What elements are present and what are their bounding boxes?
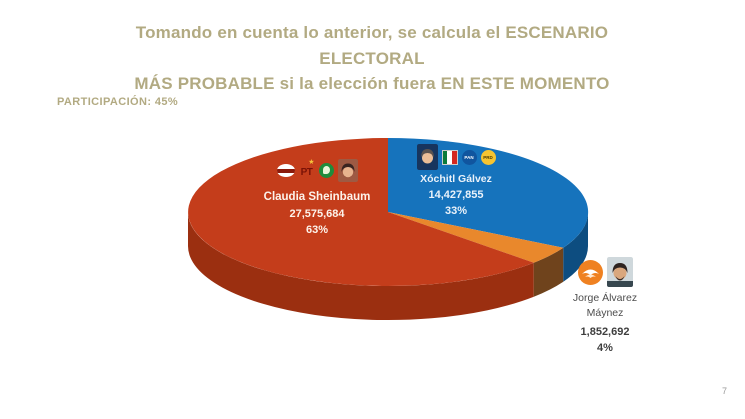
maynez-votes: 1,852,692 <box>580 326 630 339</box>
galvez-name: Xóchitl Gálvez <box>420 173 492 185</box>
pie-slice-maynez <box>388 212 564 263</box>
prd-logo-icon: PRD <box>480 149 496 165</box>
galvez-photo <box>416 144 438 170</box>
label-sheinbaum: ★ PT Claudia Sheinbaum 27,575,684 63% <box>243 159 391 236</box>
pan-logo-icon: PAN <box>461 149 477 165</box>
maynez-percent: 4% <box>597 342 613 355</box>
mc-eagle-logo-icon <box>577 259 603 285</box>
pie-slice-sheinbaum <box>188 138 534 286</box>
pie-slice-sheinbaum-side <box>187 212 534 321</box>
galvez-party-logos: PAN PRD <box>392 144 520 170</box>
pri-logo-icon <box>441 149 458 165</box>
morena-band <box>276 169 295 173</box>
galvez-percent: 33% <box>444 205 468 217</box>
sheinbaum-photo <box>337 159 358 182</box>
maynez-name: Jorge Álvarez Máynez <box>545 291 665 321</box>
maynez-name-line2: Máynez <box>586 307 624 320</box>
label-maynez: Jorge Álvarez Máynez 1,852,692 4% <box>545 257 665 354</box>
maynez-photo <box>606 257 633 287</box>
participation-label: PARTICIPACIÓN: 45% <box>57 96 179 108</box>
pt-logo-icon: ★ PT <box>299 159 315 178</box>
label-galvez: PAN PRD Xóchitl Gálvez 14,427,855 33% <box>392 144 520 217</box>
pvem-toucan-icon <box>322 166 330 174</box>
slide-title-line2: MÁS PROBABLE si la elección fuera EN EST… <box>134 74 610 93</box>
sheinbaum-name: Claudia Sheinbaum <box>263 191 371 203</box>
sheinbaum-votes: 27,575,684 <box>289 208 345 220</box>
pie-slice-galvez <box>388 138 589 248</box>
page-number: 7 <box>722 386 728 396</box>
pt-star-icon: ★ <box>308 159 315 166</box>
pri-red-stripe <box>451 150 457 164</box>
slide-title: Tomando en cuenta lo anterior, se calcul… <box>92 20 652 97</box>
pt-logo-text: PT <box>300 167 313 178</box>
sheinbaum-percent: 63% <box>305 224 329 236</box>
pie-slice-maynez-side <box>533 247 564 297</box>
pvem-logo-icon <box>318 163 334 178</box>
pri-green-stripe <box>442 150 447 164</box>
galvez-votes: 14,427,855 <box>428 189 484 201</box>
mc-eagle-glyph <box>581 269 599 278</box>
morena-logo-icon <box>276 164 295 177</box>
sheinbaum-party-logos: ★ PT <box>243 159 391 182</box>
maynez-party-logos <box>545 257 665 287</box>
maynez-name-line1: Jorge Álvarez <box>572 292 638 304</box>
slide-title-line1: Tomando en cuenta lo anterior, se calcul… <box>135 23 609 68</box>
